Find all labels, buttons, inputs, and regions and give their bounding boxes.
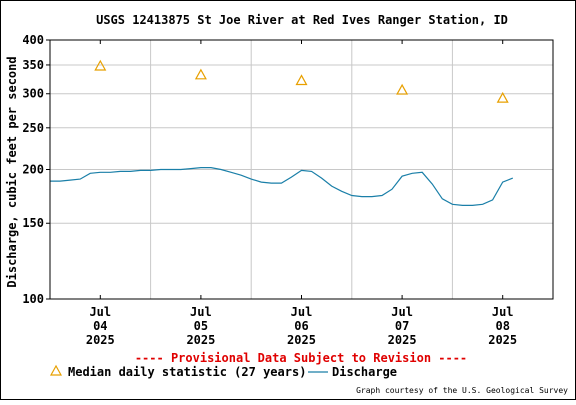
- x-tick-year: 2025: [488, 333, 517, 347]
- grid-layer: [46, 39, 553, 300]
- legend-discharge-label: Discharge: [332, 365, 397, 379]
- discharge-line: [50, 167, 514, 206]
- y-tick-label: 200: [22, 163, 44, 177]
- x-tick-month: Jul: [89, 305, 111, 319]
- x-tick-day: 05: [194, 319, 208, 333]
- y-tick-label: 400: [22, 33, 44, 47]
- y-tick-labels: 100 150 200 250 300 350 400: [22, 33, 44, 306]
- y-tick-label: 250: [22, 121, 44, 135]
- y-tick-label: 300: [22, 87, 44, 101]
- x-tick-day: 04: [93, 319, 107, 333]
- legend-median-label: Median daily statistic (27 years): [68, 365, 306, 379]
- median-marker: [396, 83, 409, 95]
- x-tick-year: 2025: [186, 333, 215, 347]
- median-marker: [194, 68, 207, 80]
- credit-text: Graph courtesy of the U.S. Geological Su…: [356, 386, 568, 395]
- median-marker: [94, 59, 107, 71]
- y-tick-label: 100: [22, 292, 44, 306]
- chart-title: USGS 12413875 St Joe River at Red Ives R…: [96, 13, 508, 27]
- x-tick-year: 2025: [388, 333, 417, 347]
- provisional-notice: ---- Provisional Data Subject to Revisio…: [135, 351, 467, 365]
- x-tick-month: Jul: [391, 305, 413, 319]
- legend: Median daily statistic (27 years) Discha…: [49, 364, 397, 379]
- median-marker: [295, 74, 308, 86]
- marks-layer: [50, 59, 514, 206]
- y-tick-label: 350: [22, 58, 44, 72]
- y-tick-label: 150: [22, 216, 44, 230]
- x-tick-day: 07: [395, 319, 409, 333]
- x-tick-day: 06: [294, 319, 308, 333]
- median-marker: [496, 91, 509, 103]
- x-tick-year: 2025: [86, 333, 115, 347]
- x-tick-month: Jul: [291, 305, 313, 319]
- plot-area-frame: [49, 39, 554, 300]
- legend-median-triangle-icon: [49, 364, 63, 376]
- y-axis-label: Discharge, cubic feet per second: [5, 56, 19, 287]
- x-tick-month: Jul: [492, 305, 514, 319]
- x-tick-day: 08: [495, 319, 509, 333]
- x-tick-labels: Jul042025Jul052025Jul062025Jul072025Jul0…: [86, 305, 517, 347]
- x-tick-month: Jul: [190, 305, 212, 319]
- x-tick-year: 2025: [287, 333, 316, 347]
